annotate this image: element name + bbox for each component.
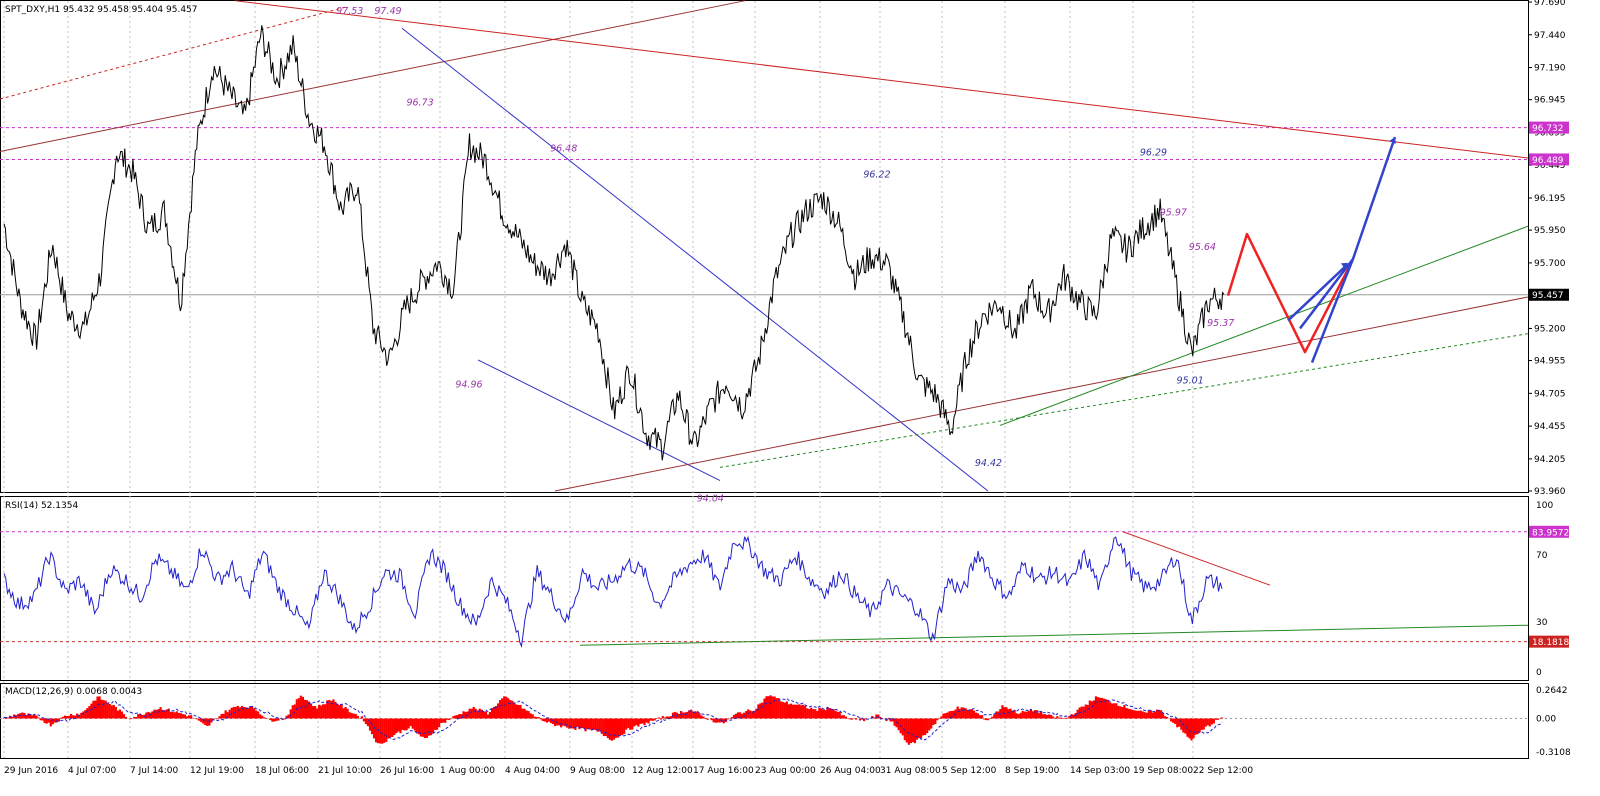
last-price-label: 95.457 xyxy=(1532,291,1564,301)
forecast-blue-leg2 xyxy=(1310,258,1355,363)
price-annotation: 97.53 xyxy=(336,6,363,17)
y-tick-label: 95.200 xyxy=(1534,324,1566,334)
dashed-upper-line xyxy=(0,6,346,100)
x-tick-label: 19 Sep 08:00 xyxy=(1133,766,1193,776)
price-annotation: 95.64 xyxy=(1189,242,1216,253)
x-tick-label: 12 Jul 19:00 xyxy=(190,766,244,776)
rising-support-line xyxy=(554,296,1529,492)
x-tick-label: 9 Aug 08:00 xyxy=(570,766,625,776)
x-axis-labels: 29 Jun 2016 4 Jul 07:00 7 Jul 14:00 12 Jul … xyxy=(4,766,1253,776)
rsi-y-tick-label: 30 xyxy=(1536,618,1548,628)
main-chart-title: SPT_DXY,H1 95.432 95.458 95.404 95.457 xyxy=(5,5,198,15)
trendlines xyxy=(0,0,1529,646)
price-annotation: 97.49 xyxy=(374,6,401,17)
forecast-arrows xyxy=(1226,136,1397,363)
rsi-y-tick-label: 0 xyxy=(1536,668,1542,678)
price-annotation: 95.37 xyxy=(1207,318,1234,329)
y-tick-label: 97.190 xyxy=(1534,64,1566,74)
macd-y-tick-label: 0.2642 xyxy=(1536,686,1568,696)
blue-channel-upper xyxy=(401,27,989,492)
rsi-y-tick-label: 100 xyxy=(1536,501,1553,511)
macd-panel-frame xyxy=(0,683,1529,759)
rsi-line xyxy=(3,535,1223,648)
x-tick-label: 21 Jul 10:00 xyxy=(318,766,372,776)
x-tick-label: 4 Jul 07:00 xyxy=(68,766,117,776)
price-annotations: 97.53 97.49 96.73 96.48 94.96 94.04 96.22 96.29… xyxy=(336,6,1234,505)
y-tick-label: 94.705 xyxy=(1534,389,1566,399)
x-tick-label: 5 Sep 12:00 xyxy=(942,766,997,776)
level-box xyxy=(1529,121,1569,134)
rsi-support-line xyxy=(579,624,1529,646)
rsi-level-label: 18.1818 xyxy=(1532,638,1569,648)
green-support-line xyxy=(999,225,1529,426)
x-tick-label: 12 Aug 12:00 xyxy=(632,766,693,776)
blue-channel-lower xyxy=(477,359,721,481)
x-tick-label: 23 Aug 00:00 xyxy=(755,766,816,776)
x-tick-label: 26 Aug 04:00 xyxy=(820,766,881,776)
y-tick-label: 96.445 xyxy=(1534,161,1566,171)
price-annotation: 94.04 xyxy=(697,493,724,504)
price-annotation: 96.73 xyxy=(406,98,433,109)
descending-resistance-line xyxy=(234,0,1529,159)
x-tick-label: 7 Jul 14:00 xyxy=(130,766,179,776)
forecast-arrowhead xyxy=(1389,137,1396,144)
price-annotation: 94.42 xyxy=(975,458,1002,469)
x-tick-label: 31 Aug 08:00 xyxy=(880,766,941,776)
rsi-level-box xyxy=(1529,525,1569,538)
level-box xyxy=(1529,153,1569,166)
price-annotation: 94.96 xyxy=(455,379,482,390)
y-tick-label: 94.955 xyxy=(1534,357,1566,367)
forecast-blue-leg1 xyxy=(1287,265,1346,322)
y-tick-label: 93.960 xyxy=(1534,487,1566,497)
price-annotation: 95.97 xyxy=(1160,208,1187,219)
macd-title: MACD(12,26,9) 0.0068 0.0043 xyxy=(5,687,142,697)
y-tick-label: 94.455 xyxy=(1534,422,1566,432)
rsi-y-tick-label: 70 xyxy=(1536,551,1548,561)
price-annotation: 95.01 xyxy=(1177,375,1204,386)
macd-signal-line xyxy=(3,697,1223,741)
y-tick-label: 96.945 xyxy=(1534,96,1566,106)
y-tick-label: 95.950 xyxy=(1534,226,1566,236)
forecast-blue-main xyxy=(1299,136,1397,330)
level-label: 96.732 xyxy=(1532,124,1564,134)
price-line xyxy=(3,25,1225,461)
y-tick-label: 96.195 xyxy=(1534,194,1566,204)
y-tick-label: 95.700 xyxy=(1534,259,1566,269)
x-tick-label: 1 Aug 00:00 xyxy=(440,766,495,776)
rsi-resistance-line xyxy=(1122,531,1271,586)
rsi-level-label: 83.9572 xyxy=(1532,528,1569,538)
gridlines xyxy=(0,1,1528,758)
green-dashed-line xyxy=(719,333,1529,468)
last-price-box xyxy=(1529,288,1569,301)
x-tick-label: 26 Jul 16:00 xyxy=(380,766,434,776)
rsi-panel-frame xyxy=(0,496,1529,681)
x-tick-label: 4 Aug 04:00 xyxy=(505,766,560,776)
rsi-title: RSI(14) 52.1354 xyxy=(5,501,78,511)
main-chart-frame xyxy=(0,0,1529,493)
x-tick-label: 14 Sep 03:00 xyxy=(1070,766,1130,776)
price-annotation: 96.48 xyxy=(550,143,577,154)
price-series xyxy=(3,25,1225,461)
y-tick-label: 94.205 xyxy=(1534,455,1566,465)
x-tick-label: 29 Jun 2016 xyxy=(4,766,58,776)
price-annotation: 96.29 xyxy=(1140,147,1167,158)
macd-series xyxy=(2,695,1224,745)
macd-y-tick-label: 0.00 xyxy=(1536,714,1556,724)
x-tick-label: 18 Jul 06:00 xyxy=(255,766,309,776)
price-annotation: 96.22 xyxy=(863,170,890,181)
upper-channel-line xyxy=(0,0,746,152)
rsi-series xyxy=(3,535,1223,648)
x-tick-label: 8 Sep 19:00 xyxy=(1005,766,1060,776)
rsi-level-box xyxy=(1529,635,1569,648)
macd-y-tick-label: -0.3108 xyxy=(1536,748,1571,758)
x-tick-label: 22 Sep 12:00 xyxy=(1193,766,1253,776)
y-tick-label: 97.440 xyxy=(1534,31,1566,41)
y-tick-label: 97.690 xyxy=(1534,0,1566,8)
x-tick-label: 17 Aug 16:00 xyxy=(693,766,754,776)
forecast-arrowhead xyxy=(1341,262,1348,270)
y-axis-labels: 97.69097.44097.19096.94596.69596.44596.1… xyxy=(1528,0,1571,758)
forecast-red-path xyxy=(1226,232,1352,354)
level-label: 96.489 xyxy=(1532,156,1564,166)
